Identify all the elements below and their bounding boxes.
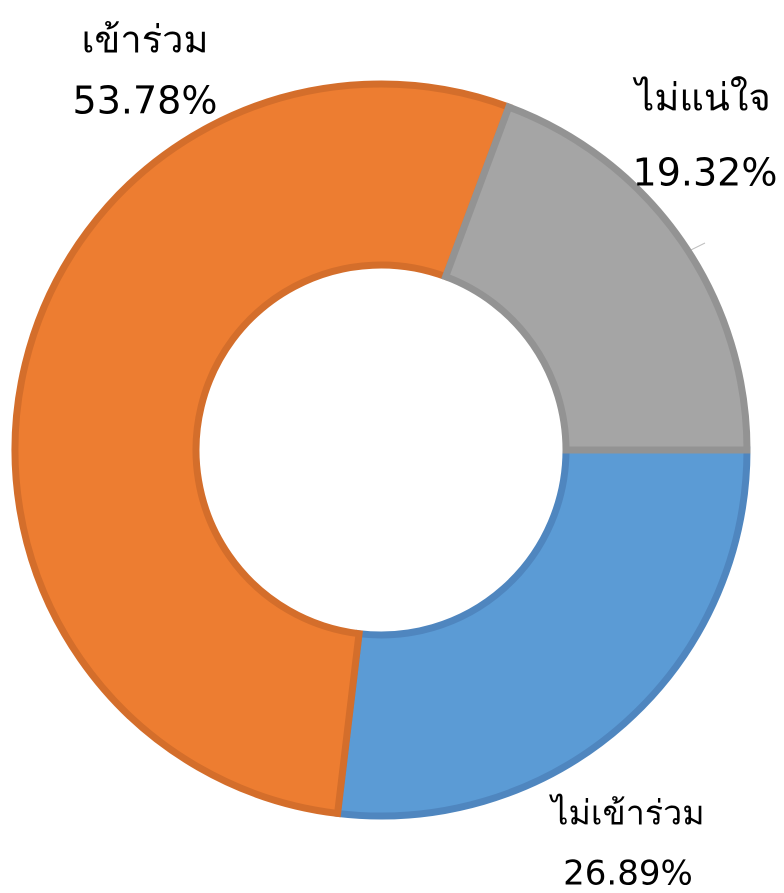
category-label: ไม่แน่ใจ [632,76,770,120]
category-label: ไม่เข้าร่วม [548,794,704,834]
value-label: 26.89% [563,854,693,893]
donut-slice [11,80,514,818]
donut-slice [333,446,751,820]
donut-slice [441,102,751,454]
category-label: เข้าร่วม [81,18,208,62]
value-label: 53.78% [73,79,218,123]
value-label: 19.32% [633,151,778,195]
